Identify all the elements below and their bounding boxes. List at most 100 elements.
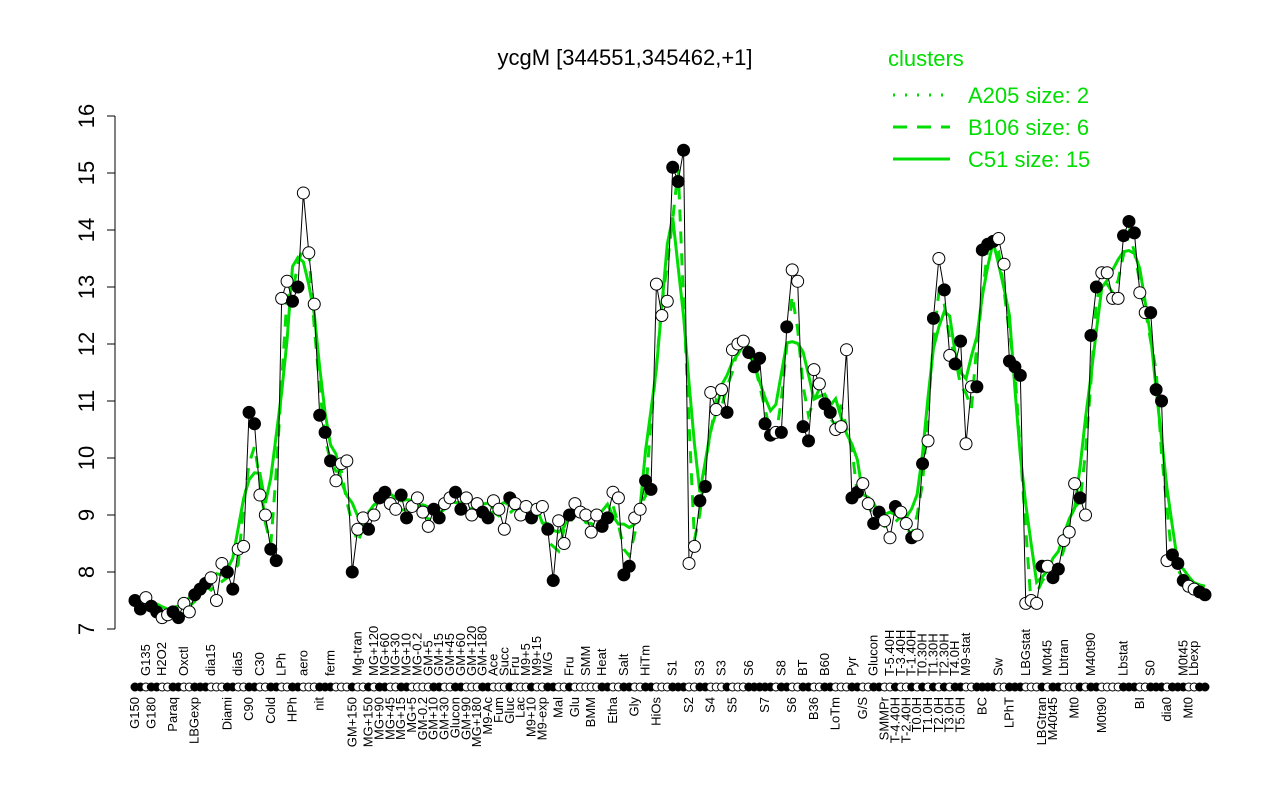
data-point bbox=[465, 508, 479, 522]
x-tick-label: C90 bbox=[241, 697, 256, 721]
data-point bbox=[171, 611, 185, 625]
x-tick-label: BT bbox=[795, 659, 810, 676]
data-point bbox=[687, 539, 701, 553]
x-tick-label: S8 bbox=[773, 660, 788, 676]
data-point bbox=[497, 522, 511, 536]
x-tick-label: LBGstat bbox=[1018, 629, 1033, 676]
x-tick-label: H2O2 bbox=[154, 642, 169, 676]
data-point bbox=[1127, 226, 1141, 240]
x-tick-label: G/S bbox=[855, 697, 870, 720]
data-point bbox=[992, 232, 1006, 246]
data-point bbox=[791, 274, 805, 288]
data-point bbox=[948, 357, 962, 371]
x-tick-label: Gluc bbox=[502, 697, 517, 724]
x-tick-label: MG+60 bbox=[377, 633, 392, 676]
data-point bbox=[264, 542, 278, 556]
data-point bbox=[237, 539, 251, 553]
x-tick-label: S6 bbox=[784, 697, 799, 713]
data-point bbox=[1079, 508, 1093, 522]
data-point bbox=[1117, 229, 1131, 243]
data-point bbox=[133, 602, 147, 616]
x-tick-label: T5.0H bbox=[953, 697, 968, 732]
data-point bbox=[796, 420, 810, 434]
data-point bbox=[242, 405, 256, 419]
data-point bbox=[204, 571, 218, 585]
data-point bbox=[557, 537, 571, 550]
x-tick-label: Pyr bbox=[844, 656, 859, 676]
x-tick-label: M40t90 bbox=[1083, 633, 1098, 676]
x-tick-label: Mt0 bbox=[1181, 697, 1196, 719]
data-point bbox=[356, 511, 370, 525]
x-tick-label: Mal bbox=[551, 697, 566, 718]
data-point bbox=[421, 519, 435, 533]
data-point bbox=[584, 525, 598, 539]
data-point bbox=[1051, 562, 1065, 576]
data-point bbox=[220, 565, 234, 579]
x-tick-label: MG+150 bbox=[361, 697, 376, 747]
x-tick-label: BMM bbox=[583, 697, 598, 727]
x-tick-label: Mg-tran bbox=[350, 631, 365, 676]
x-tick-label: Lbtran bbox=[1056, 639, 1071, 676]
x-tick-label: S5 bbox=[724, 697, 739, 713]
data-point bbox=[666, 160, 680, 174]
x-tick-label: HiTm bbox=[638, 645, 653, 676]
x-tick-label: MG+10 bbox=[399, 633, 414, 676]
data-point bbox=[1122, 214, 1136, 228]
data-point bbox=[840, 343, 854, 357]
x-tick-label: Lbstat bbox=[1116, 640, 1131, 676]
data-point bbox=[258, 508, 272, 522]
data-point bbox=[698, 480, 712, 493]
data-point bbox=[655, 309, 669, 322]
data-point bbox=[812, 377, 826, 391]
data-point bbox=[736, 334, 750, 348]
data-point bbox=[959, 437, 973, 451]
x-tick-label: nit bbox=[312, 697, 327, 711]
x-tick-label: BI bbox=[1132, 697, 1147, 709]
x-tick-label: M0t45 bbox=[1175, 640, 1190, 676]
x-tick-label: Lac bbox=[513, 697, 528, 718]
x-tick-label: GM+180 bbox=[475, 626, 490, 676]
data-point bbox=[286, 294, 300, 308]
x-tick-label: Sw bbox=[991, 657, 1006, 676]
x-tick-label: T4.0H bbox=[947, 641, 962, 676]
data-point bbox=[454, 502, 468, 516]
x-tick-label: M9-stat bbox=[958, 632, 973, 676]
x-tick-label: ferm bbox=[323, 650, 338, 676]
data-point bbox=[649, 277, 663, 291]
data-point bbox=[552, 514, 566, 528]
data-point bbox=[448, 485, 462, 499]
data-point bbox=[535, 499, 549, 513]
legend-label: B106 size: 6 bbox=[968, 115, 1089, 140]
data-point bbox=[677, 143, 691, 157]
data-point bbox=[878, 514, 892, 528]
x-tick-label: T1.0H bbox=[920, 697, 935, 732]
data-point bbox=[644, 482, 658, 496]
data-point bbox=[313, 408, 327, 422]
data-point bbox=[302, 246, 316, 260]
data-point bbox=[1198, 588, 1212, 602]
x-tick-label: S0 bbox=[1143, 660, 1158, 676]
data-point bbox=[563, 508, 577, 522]
data-point bbox=[367, 508, 381, 522]
data-point bbox=[780, 320, 794, 334]
x-tick-label: MG+5 bbox=[404, 697, 419, 733]
data-point bbox=[410, 491, 424, 505]
x-tick-label: Oxctl bbox=[176, 646, 191, 676]
chart-title: ycgM [344551,345462,+1] bbox=[497, 45, 752, 70]
data-point bbox=[774, 425, 788, 439]
x-tick-label: MG+120 bbox=[366, 626, 381, 676]
data-point bbox=[622, 559, 636, 573]
data-point bbox=[742, 346, 756, 360]
x-tick-label: T0.0H bbox=[909, 697, 924, 732]
data-point bbox=[546, 574, 560, 588]
data-point bbox=[894, 505, 908, 519]
x-tick-label: M0t90 bbox=[1094, 697, 1109, 733]
x-tick-label: T2.0H bbox=[931, 697, 946, 732]
data-point bbox=[378, 485, 392, 499]
data-point bbox=[802, 434, 816, 448]
data-point bbox=[1084, 328, 1098, 342]
x-tick-label: LPhT bbox=[1001, 697, 1016, 728]
x-tick-label: B60 bbox=[817, 653, 832, 676]
data-point bbox=[1062, 525, 1076, 539]
x-tick-label: T3.0H bbox=[942, 697, 957, 732]
